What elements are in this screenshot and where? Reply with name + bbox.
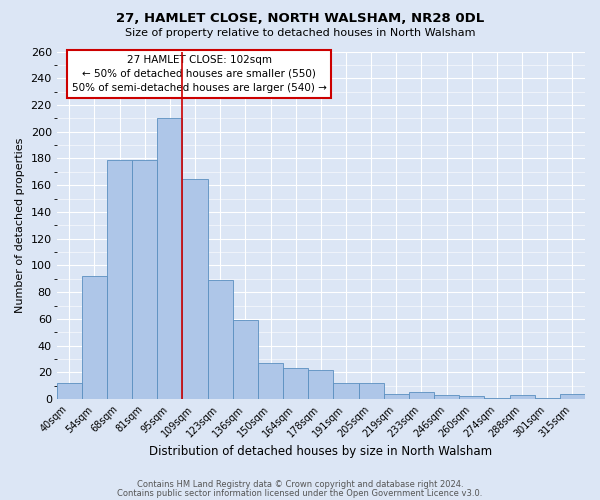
Bar [208,280,233,399]
Bar [459,396,484,399]
Bar [157,118,182,399]
Bar [182,178,208,399]
Text: Contains public sector information licensed under the Open Government Licence v3: Contains public sector information licen… [118,489,482,498]
Bar [56,383,82,399]
Bar [509,395,535,399]
Bar [107,160,132,399]
Bar [308,370,334,399]
Text: Contains HM Land Registry data © Crown copyright and database right 2024.: Contains HM Land Registry data © Crown c… [137,480,463,489]
Bar [484,398,509,399]
Bar [535,398,560,399]
Bar [560,394,585,399]
Bar [384,394,409,399]
Text: 27, HAMLET CLOSE, NORTH WALSHAM, NR28 0DL: 27, HAMLET CLOSE, NORTH WALSHAM, NR28 0D… [116,12,484,26]
Bar [359,383,384,399]
Bar [82,276,107,399]
Y-axis label: Number of detached properties: Number of detached properties [15,138,25,313]
Bar [283,368,308,399]
Bar [233,320,258,399]
X-axis label: Distribution of detached houses by size in North Walsham: Distribution of detached houses by size … [149,444,493,458]
Bar [334,383,359,399]
Bar [434,395,459,399]
Text: 27 HAMLET CLOSE: 102sqm
← 50% of detached houses are smaller (550)
50% of semi-d: 27 HAMLET CLOSE: 102sqm ← 50% of detache… [72,55,327,93]
Bar [132,160,157,399]
Bar [409,392,434,399]
Bar [258,363,283,399]
Text: Size of property relative to detached houses in North Walsham: Size of property relative to detached ho… [125,28,475,38]
